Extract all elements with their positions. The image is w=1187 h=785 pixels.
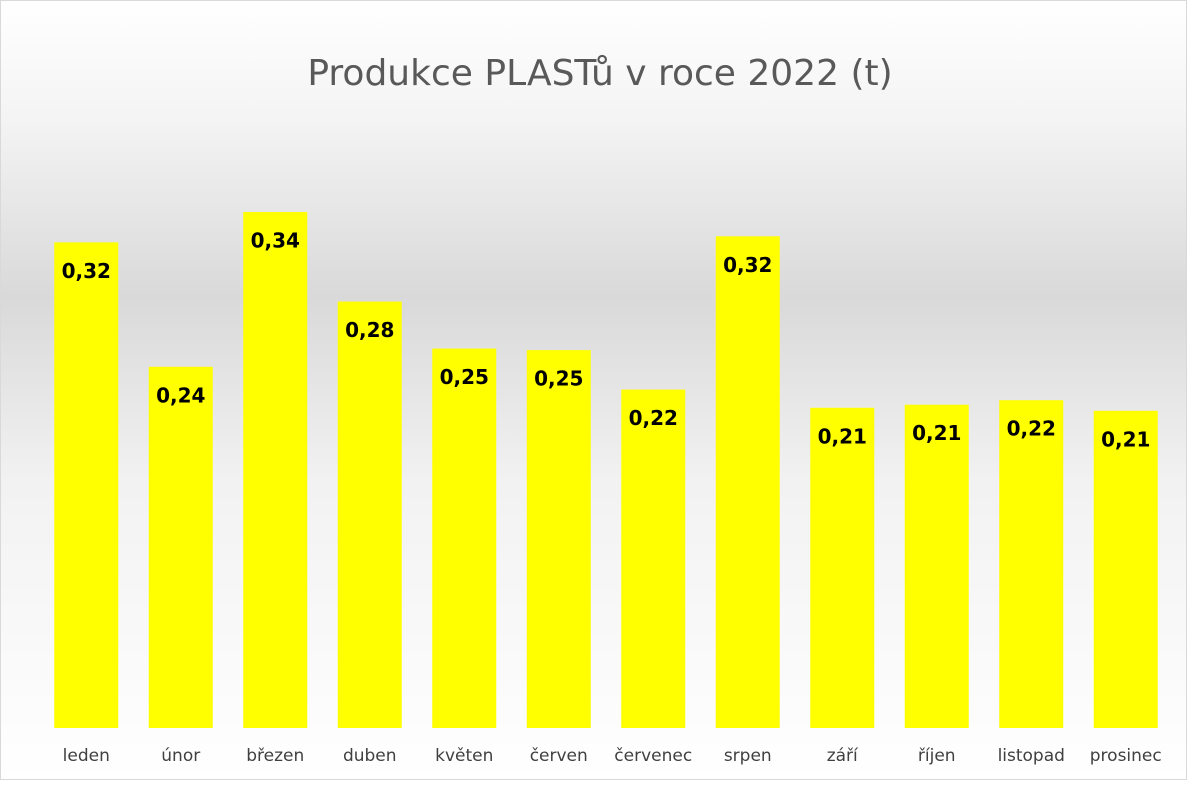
bar: [810, 407, 875, 728]
x-tick-label: září: [827, 746, 859, 766]
x-tick-label: listopad: [998, 746, 1065, 766]
chart-title: Produkce PLASTů v roce 2022 (t): [307, 53, 892, 94]
data-label: 0,22: [629, 406, 678, 430]
data-label: 0,21: [1101, 427, 1150, 451]
data-label: 0,24: [156, 383, 205, 407]
data-label: 0,25: [534, 367, 583, 391]
x-tick-label: duben: [343, 746, 397, 766]
bar: [904, 404, 969, 728]
bar: [1093, 410, 1158, 728]
bar: [432, 348, 497, 728]
x-tick-label: květen: [435, 746, 493, 766]
bar: [715, 236, 780, 728]
x-tick-label: únor: [161, 746, 200, 766]
data-label: 0,32: [62, 259, 111, 283]
x-tick-label: říjen: [918, 746, 956, 766]
x-tick-label: srpen: [724, 746, 772, 766]
x-tick-label: červenec: [614, 746, 692, 766]
bar: [148, 366, 213, 728]
x-tick-label: prosinec: [1090, 746, 1162, 766]
bar: [243, 212, 308, 728]
bar: [999, 400, 1064, 728]
x-tick-label: březen: [246, 746, 304, 766]
x-tick-label: červen: [530, 746, 588, 766]
bar: [54, 242, 119, 728]
data-label: 0,34: [251, 229, 300, 253]
data-label: 0,21: [912, 421, 961, 445]
data-label: 0,21: [818, 424, 867, 448]
bar: [337, 301, 402, 728]
bar: [621, 389, 686, 728]
data-label: 0,28: [345, 318, 394, 342]
bar: [526, 350, 591, 728]
x-tick-label: leden: [63, 746, 110, 766]
data-label: 0,22: [1007, 417, 1056, 441]
data-label: 0,32: [723, 253, 772, 277]
data-label: 0,25: [440, 365, 489, 389]
